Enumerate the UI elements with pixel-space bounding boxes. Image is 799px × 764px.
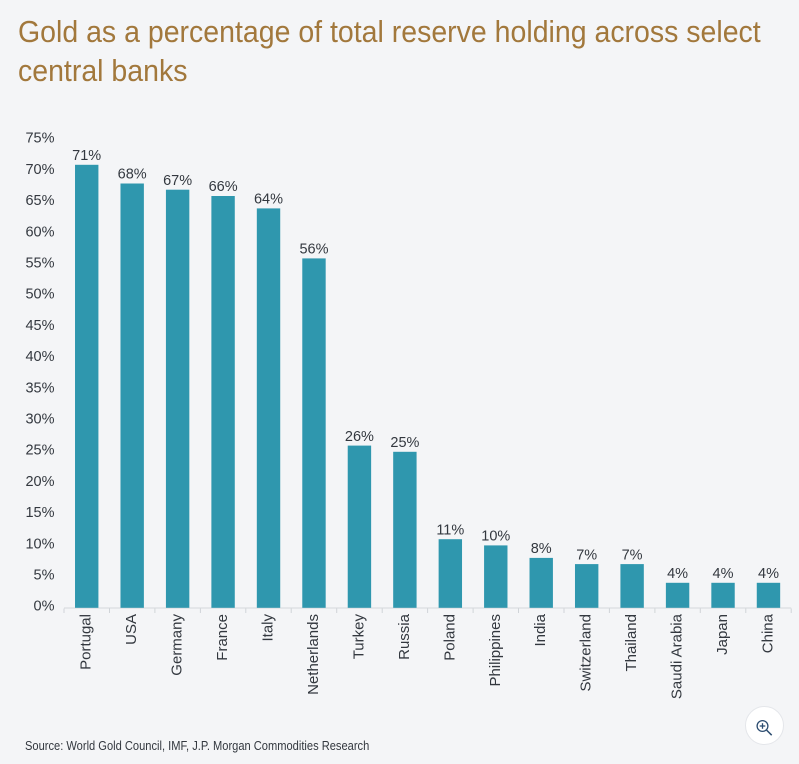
svg-text:15%: 15% (25, 505, 54, 521)
svg-text:5%: 5% (34, 568, 55, 584)
svg-text:0%: 0% (34, 599, 55, 615)
svg-text:Turkey: Turkey (350, 614, 367, 660)
svg-text:10%: 10% (481, 529, 510, 545)
svg-text:Russia: Russia (396, 613, 413, 660)
svg-text:India: India (532, 613, 549, 646)
svg-text:USA: USA (123, 614, 140, 645)
svg-text:4%: 4% (667, 566, 688, 582)
svg-text:26%: 26% (345, 429, 374, 445)
svg-text:4%: 4% (713, 566, 734, 582)
svg-text:66%: 66% (209, 179, 238, 195)
svg-text:Netherlands: Netherlands (305, 614, 322, 695)
svg-text:60%: 60% (25, 224, 54, 240)
svg-text:55%: 55% (25, 256, 54, 272)
svg-text:8%: 8% (531, 541, 552, 557)
svg-text:Thailand: Thailand (623, 614, 640, 672)
svg-text:Portugal: Portugal (78, 614, 95, 670)
svg-text:Switzerland: Switzerland (578, 614, 595, 692)
svg-text:65%: 65% (25, 193, 54, 209)
svg-text:11%: 11% (436, 522, 464, 538)
svg-text:30%: 30% (25, 412, 54, 428)
svg-text:France: France (214, 614, 231, 661)
svg-text:Germany: Germany (169, 614, 186, 676)
svg-text:7%: 7% (622, 547, 643, 563)
svg-text:40%: 40% (25, 349, 54, 365)
svg-text:50%: 50% (25, 287, 54, 303)
svg-text:Philippines: Philippines (487, 614, 504, 687)
svg-text:10%: 10% (25, 536, 54, 552)
svg-text:68%: 68% (118, 167, 147, 183)
svg-text:4%: 4% (758, 566, 779, 582)
svg-text:25%: 25% (390, 435, 419, 451)
svg-text:75%: 75% (25, 131, 54, 147)
svg-text:71%: 71% (72, 148, 101, 164)
svg-text:67%: 67% (163, 173, 192, 189)
svg-text:Italy: Italy (260, 614, 277, 642)
svg-text:China: China (760, 613, 777, 653)
svg-text:Japan: Japan (714, 614, 731, 655)
svg-text:45%: 45% (25, 318, 54, 334)
svg-text:25%: 25% (25, 443, 54, 459)
svg-text:Saudi Arabia: Saudi Arabia (669, 613, 686, 699)
svg-text:56%: 56% (299, 242, 328, 258)
svg-text:35%: 35% (25, 380, 54, 396)
svg-text:7%: 7% (576, 547, 597, 563)
svg-text:70%: 70% (25, 162, 54, 178)
svg-text:64%: 64% (254, 192, 283, 208)
svg-text:Poland: Poland (441, 614, 458, 661)
svg-text:20%: 20% (25, 474, 54, 490)
